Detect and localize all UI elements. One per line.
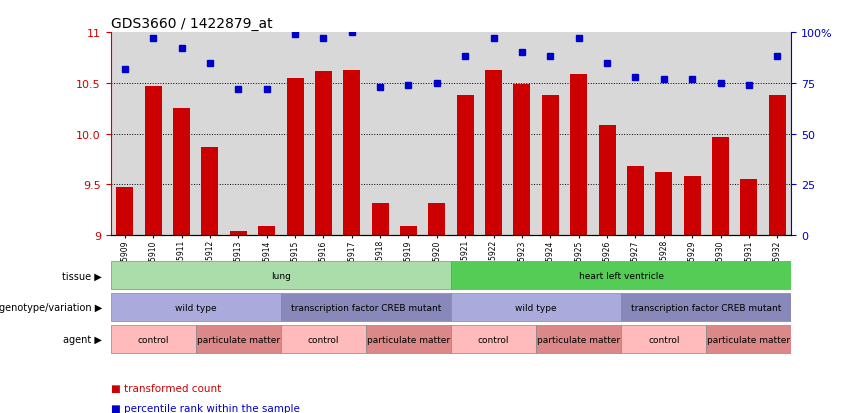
Bar	[513, 85, 530, 235]
Bar	[281, 325, 366, 353]
Bar	[343, 71, 360, 235]
Bar	[451, 262, 791, 290]
Bar	[145, 87, 162, 235]
Text: control: control	[477, 335, 510, 344]
Bar	[173, 109, 190, 235]
Text: control: control	[137, 335, 169, 344]
Bar	[202, 147, 219, 235]
Text: wild type: wild type	[516, 303, 557, 312]
Bar	[366, 325, 451, 353]
Text: tissue ▶: tissue ▶	[62, 271, 102, 281]
Bar	[196, 325, 281, 353]
Text: transcription factor CREB mutant: transcription factor CREB mutant	[291, 303, 441, 312]
Text: control: control	[648, 335, 680, 344]
Text: ■ transformed count: ■ transformed count	[111, 383, 221, 393]
Bar	[315, 71, 332, 235]
Text: GDS3660 / 1422879_at: GDS3660 / 1422879_at	[111, 17, 272, 31]
Bar	[457, 96, 474, 235]
Bar	[111, 262, 451, 290]
Bar	[536, 325, 621, 353]
Bar	[706, 325, 791, 353]
Text: lung: lung	[271, 271, 291, 280]
Bar	[570, 74, 587, 235]
Text: particulate matter: particulate matter	[367, 335, 450, 344]
Bar	[451, 325, 536, 353]
Bar	[740, 180, 757, 235]
Text: wild type: wild type	[175, 303, 216, 312]
Text: particulate matter: particulate matter	[537, 335, 620, 344]
Bar	[598, 126, 615, 235]
Bar	[287, 78, 304, 235]
Bar	[768, 96, 785, 235]
Bar	[117, 188, 134, 235]
Text: heart left ventricle: heart left ventricle	[579, 271, 664, 280]
Text: agent ▶: agent ▶	[63, 334, 102, 344]
Bar	[111, 294, 281, 321]
Bar	[372, 203, 389, 235]
Bar	[683, 177, 700, 235]
Text: transcription factor CREB mutant: transcription factor CREB mutant	[631, 303, 781, 312]
Text: control: control	[307, 335, 340, 344]
Bar	[400, 226, 417, 235]
Bar	[627, 166, 644, 235]
Bar	[258, 226, 275, 235]
Text: particulate matter: particulate matter	[197, 335, 280, 344]
Bar	[542, 96, 559, 235]
Bar	[428, 203, 445, 235]
Bar	[451, 294, 621, 321]
Bar	[655, 173, 672, 235]
Text: ■ percentile rank within the sample: ■ percentile rank within the sample	[111, 404, 300, 413]
Bar	[485, 71, 502, 235]
Bar	[281, 294, 451, 321]
Bar	[230, 231, 247, 235]
Text: particulate matter: particulate matter	[707, 335, 791, 344]
Bar	[111, 325, 196, 353]
Bar	[712, 137, 729, 235]
Text: genotype/variation ▶: genotype/variation ▶	[0, 302, 102, 313]
Bar	[621, 294, 791, 321]
Bar	[621, 325, 706, 353]
